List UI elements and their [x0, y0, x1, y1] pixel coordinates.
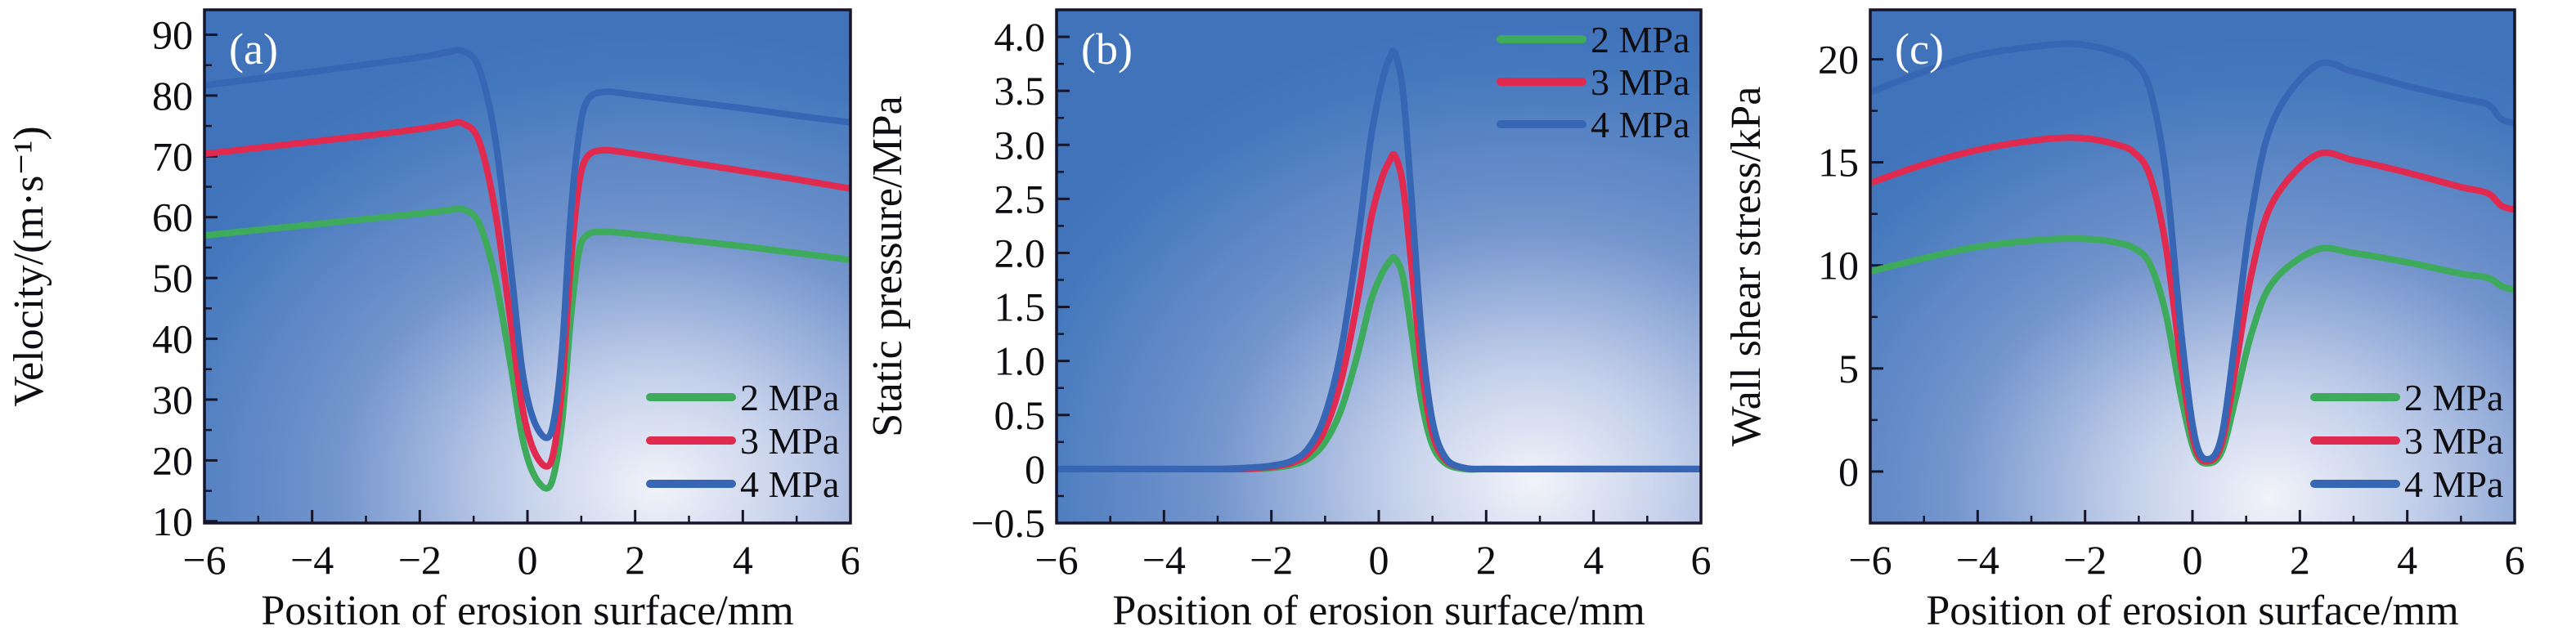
- y-tick-label: 20: [152, 437, 193, 483]
- series-line-2-mpa: [205, 205, 850, 492]
- panel-tag: (b): [1081, 25, 1133, 74]
- legend-label-2-mpa: 2 MPa: [740, 377, 839, 418]
- y-axis-title: Velocity/(m·s⁻¹): [6, 126, 52, 406]
- y-tick-label: 10: [152, 499, 193, 544]
- y-tick-label: 4.0: [994, 14, 1046, 60]
- x-tick-label: 2: [2290, 537, 2310, 583]
- tick-labels: −6 −4 −2 0 2 4 6 −0.5 0 0.5 1.0 1.5 2.0 2.5 3.0 3.5 4.0: [971, 14, 1711, 583]
- x-tick-label: −4: [1956, 537, 1999, 583]
- y-tick-label: 0: [1025, 446, 1045, 492]
- x-tick-label: 6: [841, 537, 859, 583]
- series-line-4-mpa: [205, 47, 850, 441]
- series-curves: [205, 47, 850, 492]
- x-tick-label: 2: [625, 537, 645, 583]
- legend-label-2-mpa: 2 MPa: [1591, 19, 1690, 60]
- series-curves: [1057, 47, 1700, 473]
- x-tick-label: −2: [1250, 537, 1293, 583]
- y-tick-label: 5: [1838, 346, 1859, 391]
- tick-labels: −6 −4 −2 0 2 4 6 10 20 30 40 50 60 70 80 90: [152, 12, 859, 583]
- y-tick-label: 2.5: [994, 176, 1046, 221]
- y-tick-label: −0.5: [971, 500, 1045, 546]
- y-tick-label: 15: [1818, 140, 1859, 186]
- legend-label-3-mpa: 3 MPa: [740, 420, 839, 462]
- y-tick-label: 3.0: [994, 122, 1046, 168]
- y-tick-label: 20: [1818, 37, 1859, 83]
- series-line-4-mpa: [1057, 47, 1700, 472]
- series-line-3-mpa: [205, 119, 850, 470]
- y-tick-label: 0.5: [994, 392, 1046, 438]
- series-line-4-mpa: [1871, 40, 2514, 463]
- x-tick-label: 2: [1476, 537, 1497, 583]
- panel-a-velocity-chart: −6 −4 −2 0 2 4 6 10 20 30 40 50 60 70 80 90 Position of …: [6, 8, 859, 634]
- y-axis-title: Static pressure/MPa: [864, 96, 911, 436]
- series-curves: [1871, 40, 2514, 467]
- plot-frame: [1055, 8, 1703, 525]
- x-tick-label: −6: [1848, 537, 1892, 583]
- panel-b-static-pressure-chart: −6 −4 −2 0 2 4 6 −0.5 0 0.5 1.0 1.5 2.0 2.5 3.0 3.5 4.0 P…: [864, 8, 1712, 634]
- x-tick-label: −4: [290, 537, 334, 583]
- x-tick-label: −4: [1142, 537, 1186, 583]
- x-axis-title: Position of erosion surface/mm: [1112, 588, 1645, 634]
- legend-label-3-mpa: 3 MPa: [2404, 420, 2503, 462]
- y-tick-label: 1.0: [994, 338, 1046, 384]
- y-tick-label: 2.0: [994, 230, 1046, 275]
- x-tick-label: −2: [2063, 537, 2107, 583]
- y-tick-label: 60: [152, 195, 193, 240]
- x-tick-label: 4: [733, 537, 753, 583]
- y-tick-label: 90: [152, 12, 193, 58]
- x-tick-label: 0: [1369, 537, 1389, 583]
- y-tick-label: 30: [152, 377, 193, 423]
- x-tick-label: 4: [1583, 537, 1604, 583]
- y-tick-label: 1.5: [994, 284, 1046, 330]
- y-tick-label: 70: [152, 133, 193, 179]
- x-tick-label: 6: [1691, 537, 1712, 583]
- panel-c-wall-shear-stress-chart: −6 −4 −2 0 2 4 6 0 5 10 15 20 Position of erosion su…: [1723, 8, 2525, 634]
- x-tick-label: 4: [2397, 537, 2417, 583]
- y-tick-label: 3.5: [994, 68, 1046, 114]
- x-tick-label: −6: [1034, 537, 1078, 583]
- plot-frame: [1869, 8, 2516, 525]
- x-tick-label: −2: [398, 537, 442, 583]
- y-tick-label: 0: [1838, 449, 1859, 494]
- legend-label-4-mpa: 4 MPa: [1591, 104, 1690, 145]
- y-tick-label: 40: [152, 316, 193, 362]
- plot-frame: [203, 8, 852, 525]
- x-tick-label: 0: [2183, 537, 2203, 583]
- x-axis-title: Position of erosion surface/mm: [261, 588, 793, 634]
- panel-tag: (c): [1895, 25, 1944, 74]
- legend-label-4-mpa: 4 MPa: [2404, 463, 2503, 505]
- legend-label-4-mpa: 4 MPa: [740, 463, 839, 505]
- y-tick-label: 50: [152, 255, 193, 301]
- x-tick-label: −6: [182, 537, 226, 583]
- legend-label-2-mpa: 2 MPa: [2404, 377, 2503, 418]
- x-axis-title: Position of erosion surface/mm: [1926, 588, 2458, 634]
- y-tick-label: 80: [152, 73, 193, 119]
- tick-labels: −6 −4 −2 0 2 4 6 0 5 10 15 20: [1818, 37, 2525, 583]
- y-tick-label: 10: [1818, 243, 1859, 288]
- legend-label-3-mpa: 3 MPa: [1591, 61, 1690, 103]
- panel-tag: (a): [229, 25, 278, 74]
- x-tick-label: 0: [518, 537, 538, 583]
- x-tick-label: 6: [2505, 537, 2525, 583]
- y-axis-title: Wall shear stress/kPa: [1723, 87, 1770, 447]
